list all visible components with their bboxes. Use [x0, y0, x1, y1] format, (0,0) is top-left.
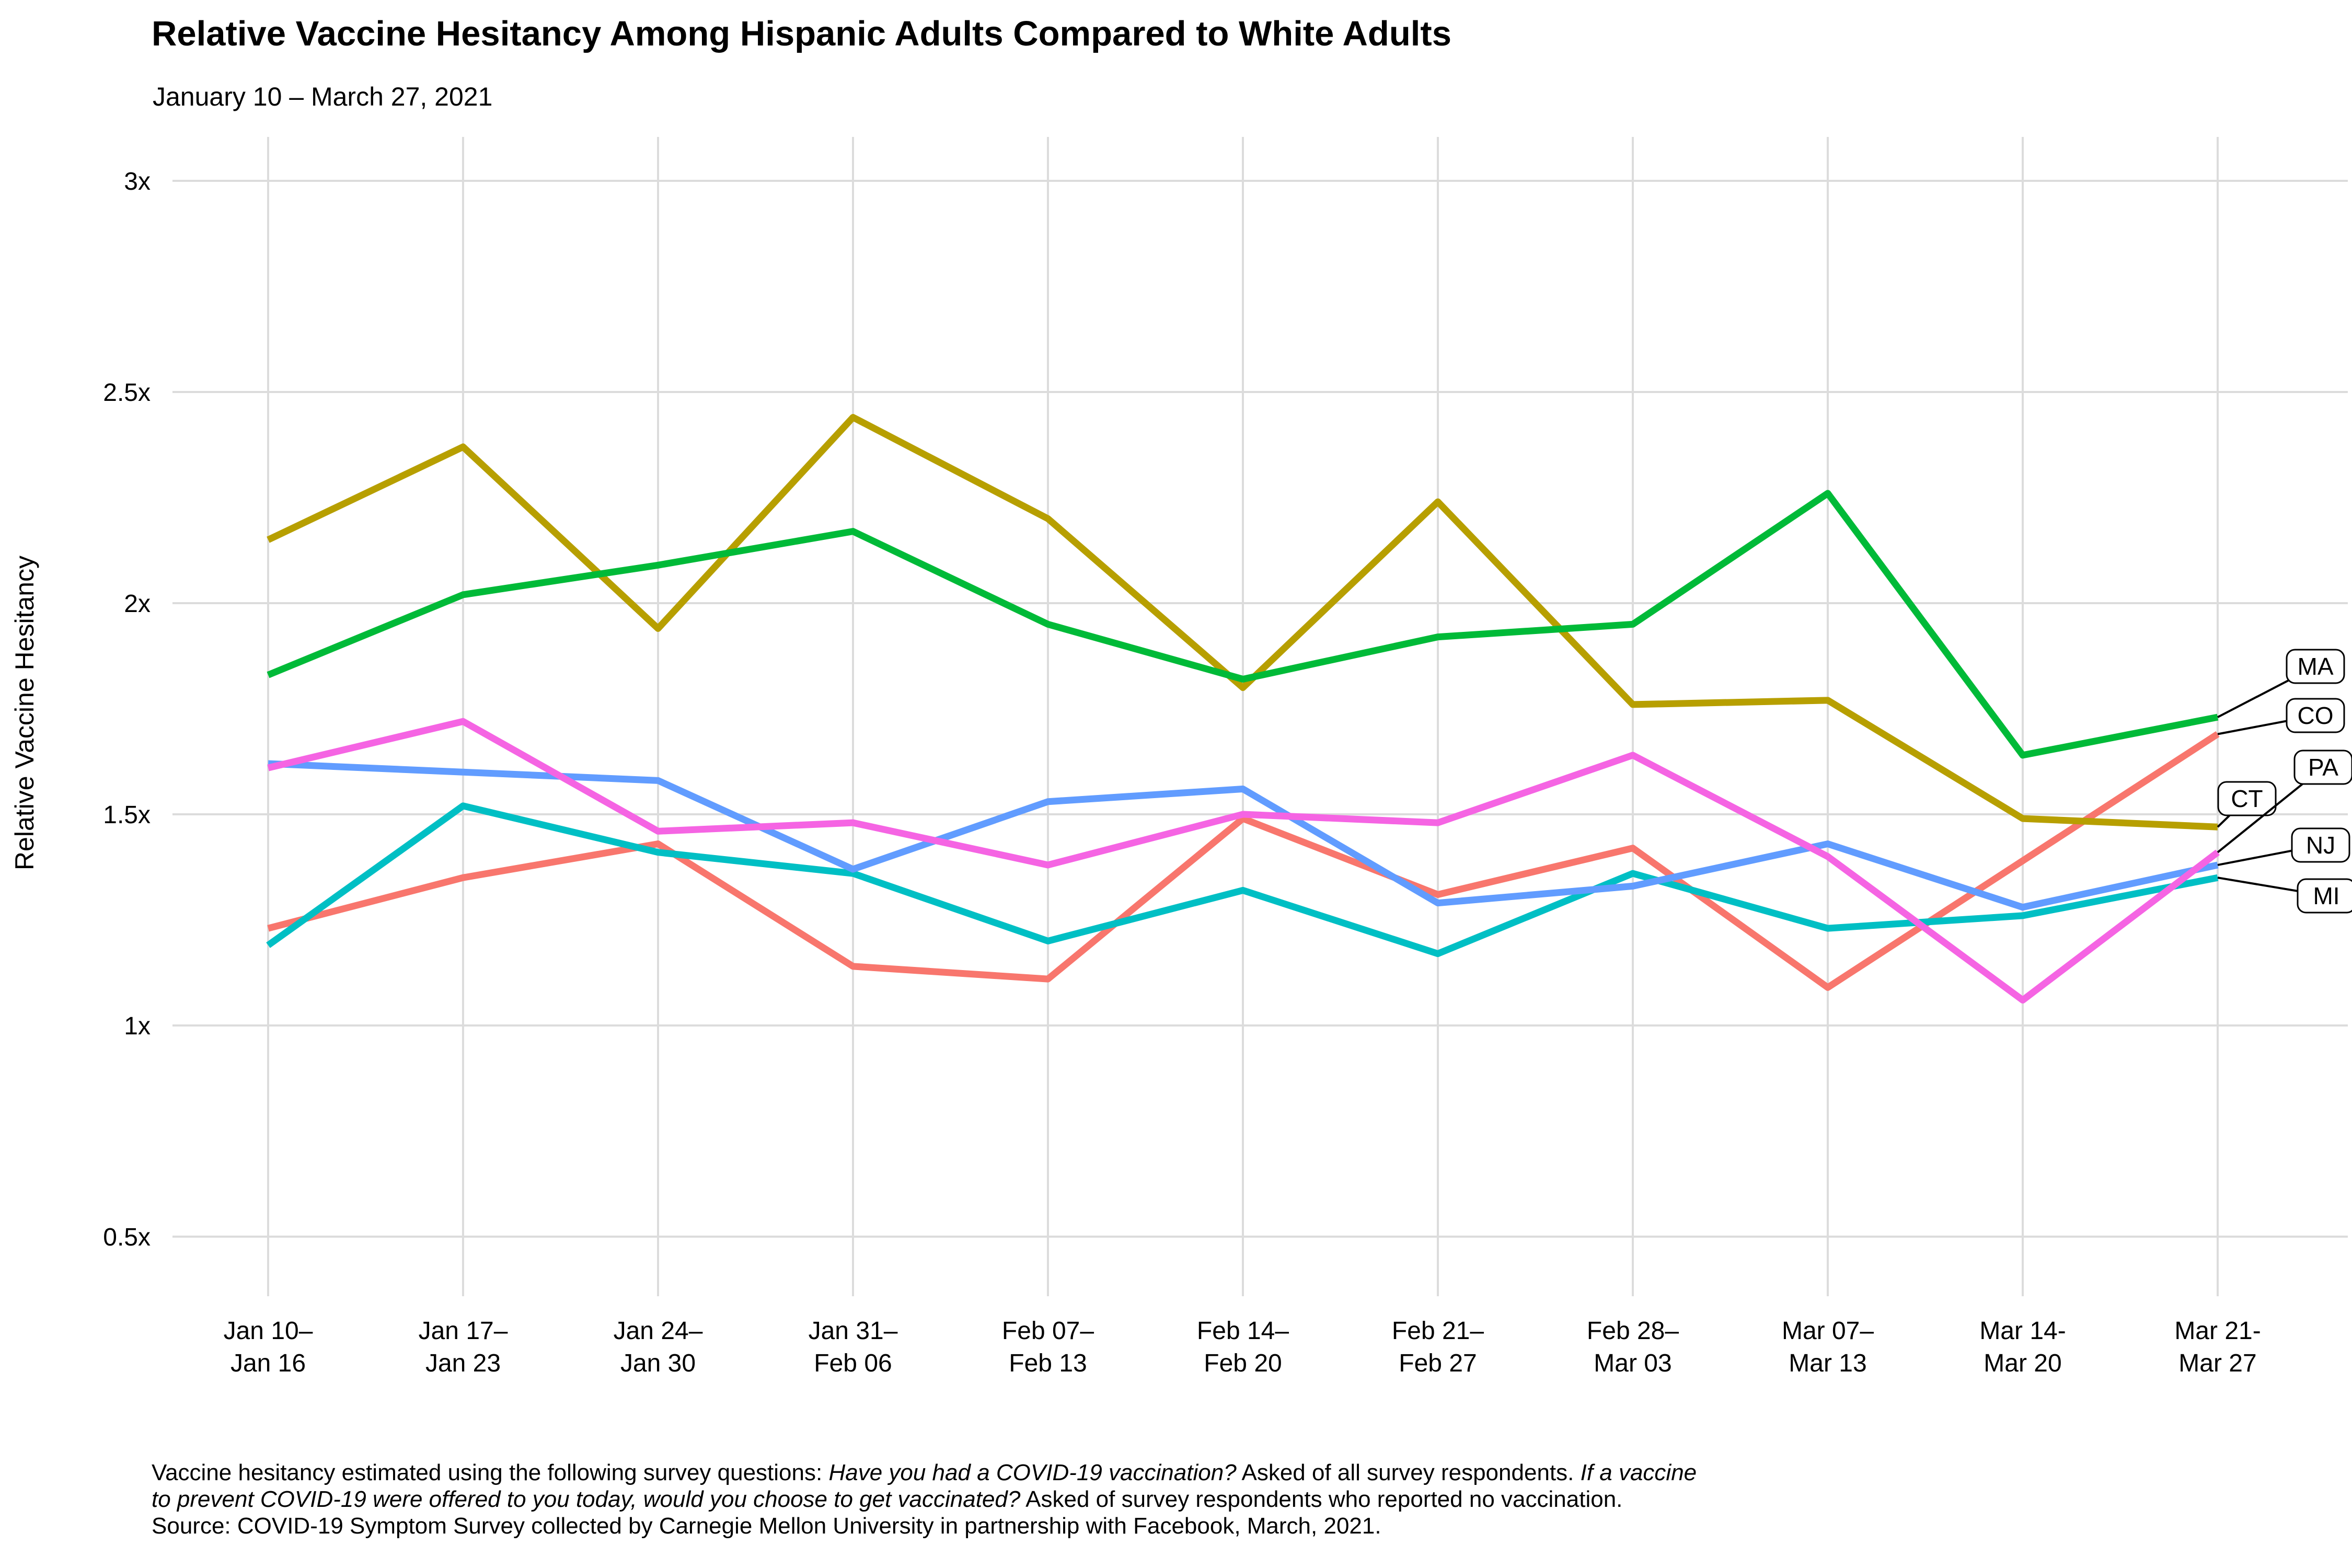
- y-tick-label: 3x: [124, 168, 151, 195]
- series-line-PA: [267, 718, 2220, 1004]
- y-axis-title: Relative Vaccine Hesitancy: [10, 556, 39, 870]
- y-tick-label: 1x: [124, 1012, 151, 1040]
- series-label-text-NJ: NJ: [2306, 832, 2335, 859]
- series-line-NJ: [268, 760, 2219, 911]
- series-label-box-CO: [2286, 698, 2345, 733]
- series-label-text-CO: CO: [2298, 702, 2334, 729]
- x-tick-label-line1: Feb 07–: [1002, 1317, 1094, 1345]
- x-tick-label-line1: Mar 21-: [2174, 1317, 2261, 1345]
- footnote-line: to prevent COVID-19 were offered to you …: [152, 1486, 1697, 1513]
- series-label-box-PA: [2293, 750, 2352, 785]
- footnote-line: Vaccine hesitancy estimated using the fo…: [152, 1459, 1697, 1486]
- series-label-box-CT: [2217, 781, 2277, 816]
- y-tick-label: 2.5x: [103, 379, 151, 407]
- series-label-text-MA: MA: [2298, 653, 2334, 680]
- footnote-segment: Asked of survey respondents who reported…: [1020, 1486, 1623, 1512]
- footnote-segment-italic: to prevent COVID-19 were offered to you …: [152, 1486, 1021, 1512]
- x-tick-label-line2: Feb 06: [814, 1350, 892, 1377]
- footnote: Vaccine hesitancy estimated using the fo…: [152, 1459, 1697, 1539]
- series-line-MI: [266, 802, 2219, 958]
- x-tick-label-line2: Jan 30: [620, 1350, 696, 1377]
- series-label-text-CT: CT: [2231, 785, 2263, 812]
- footnote-segment-italic: Have you had a COVID-19 vaccination?: [828, 1460, 1237, 1485]
- series-label-box-NJ: [2291, 827, 2350, 863]
- x-tick-label-line2: Mar 27: [2178, 1350, 2256, 1377]
- series-label-box-MA: [2286, 649, 2345, 684]
- x-tick-label-line1: Jan 10–: [224, 1317, 313, 1345]
- series-line-CT: [267, 413, 2218, 831]
- x-tick-label-line2: Mar 03: [1594, 1350, 1671, 1377]
- x-tick-label-line2: Feb 13: [1009, 1350, 1087, 1377]
- x-tick-label-line1: Jan 24–: [614, 1317, 703, 1345]
- x-tick-label-line2: Mar 20: [1984, 1350, 2061, 1377]
- footnote-segment: Source: COVID-19 Symptom Survey collecte…: [152, 1513, 1381, 1539]
- footnote-segment: Asked of all survey respondents.: [1236, 1460, 1581, 1485]
- series-line-CO: [267, 731, 2220, 991]
- footnote-line: Source: COVID-19 Symptom Survey collecte…: [152, 1513, 1697, 1539]
- x-tick-label-line1: Mar 14-: [1979, 1317, 2066, 1345]
- series-label-text-MI: MI: [2313, 882, 2339, 909]
- y-tick-label: 2x: [124, 590, 151, 618]
- series-label-box-MI: [2297, 878, 2352, 914]
- x-tick-label-line1: Feb 14–: [1197, 1317, 1289, 1345]
- x-tick-label-line1: Jan 31–: [809, 1317, 898, 1345]
- chart-title: Relative Vaccine Hesitancy Among Hispani…: [152, 14, 1451, 53]
- x-tick-label-line1: Mar 07–: [1782, 1317, 1874, 1345]
- footnote-segment-italic: If a vaccine: [1580, 1460, 1697, 1485]
- x-tick-label-line2: Jan 23: [425, 1350, 501, 1377]
- chart-subtitle: January 10 – March 27, 2021: [153, 82, 493, 111]
- x-tick-label-line1: Jan 17–: [419, 1317, 508, 1345]
- x-tick-label-line2: Jan 16: [230, 1350, 306, 1377]
- x-tick-label-line2: Feb 20: [1204, 1350, 1282, 1377]
- x-tick-label-line2: Mar 13: [1789, 1350, 1866, 1377]
- x-tick-label-line2: Feb 27: [1399, 1350, 1477, 1377]
- series-line-MA: [267, 490, 2219, 759]
- x-tick-label-line1: Feb 28–: [1587, 1317, 1679, 1345]
- y-tick-label: 1.5x: [103, 801, 151, 829]
- x-tick-label-line1: Feb 21–: [1392, 1317, 1484, 1345]
- y-tick-label: 0.5x: [103, 1224, 151, 1251]
- footnote-segment: Vaccine hesitancy estimated using the fo…: [152, 1460, 829, 1485]
- series-label-text-PA: PA: [2308, 754, 2338, 781]
